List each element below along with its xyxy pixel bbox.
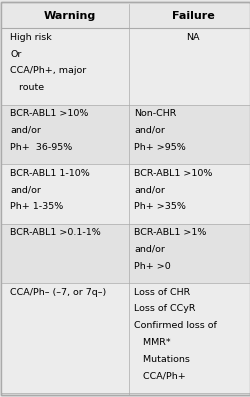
Text: Loss of CHR: Loss of CHR: [134, 287, 190, 297]
Text: BCR-ABL1 >10%: BCR-ABL1 >10%: [10, 109, 88, 118]
Text: CCA/Ph+: CCA/Ph+: [134, 372, 185, 381]
Text: High risk: High risk: [10, 33, 51, 42]
Text: Loss of CCyR: Loss of CCyR: [134, 304, 195, 313]
Text: Ph+ >35%: Ph+ >35%: [134, 202, 186, 211]
Bar: [1, 283, 249, 393]
Bar: [1, 4, 249, 28]
Text: Mutations: Mutations: [134, 355, 190, 364]
Text: and/or: and/or: [134, 126, 164, 135]
Text: and/or: and/or: [10, 126, 41, 135]
Text: BCR-ABL1 >1%: BCR-ABL1 >1%: [134, 228, 206, 237]
Text: Ph+ >95%: Ph+ >95%: [134, 143, 185, 152]
Text: Confirmed loss of: Confirmed loss of: [134, 321, 216, 330]
Text: and/or: and/or: [134, 185, 164, 195]
Text: MMR*: MMR*: [134, 338, 170, 347]
Bar: [1, 224, 249, 283]
Text: and/or: and/or: [10, 185, 41, 195]
Text: BCR-ABL1 >10%: BCR-ABL1 >10%: [134, 169, 212, 177]
Text: Failure: Failure: [171, 11, 214, 21]
Text: Warning: Warning: [43, 11, 96, 21]
Text: NA: NA: [186, 33, 199, 42]
Text: Ph+ >0: Ph+ >0: [134, 262, 170, 271]
Text: Or: Or: [10, 50, 21, 59]
Text: BCR-ABL1 1-10%: BCR-ABL1 1-10%: [10, 169, 90, 177]
Text: CCA/Ph– (–7, or 7q–): CCA/Ph– (–7, or 7q–): [10, 287, 106, 297]
Text: Non-CHR: Non-CHR: [134, 109, 176, 118]
Text: BCR-ABL1 >0.1-1%: BCR-ABL1 >0.1-1%: [10, 228, 101, 237]
Bar: [1, 164, 249, 224]
Text: route: route: [10, 83, 44, 92]
Bar: [1, 104, 249, 164]
Text: Ph+ 1-35%: Ph+ 1-35%: [10, 202, 63, 211]
Text: CCA/Ph+, major: CCA/Ph+, major: [10, 66, 86, 75]
Bar: [1, 28, 249, 104]
Text: Ph+  36-95%: Ph+ 36-95%: [10, 143, 72, 152]
Text: and/or: and/or: [134, 245, 164, 254]
